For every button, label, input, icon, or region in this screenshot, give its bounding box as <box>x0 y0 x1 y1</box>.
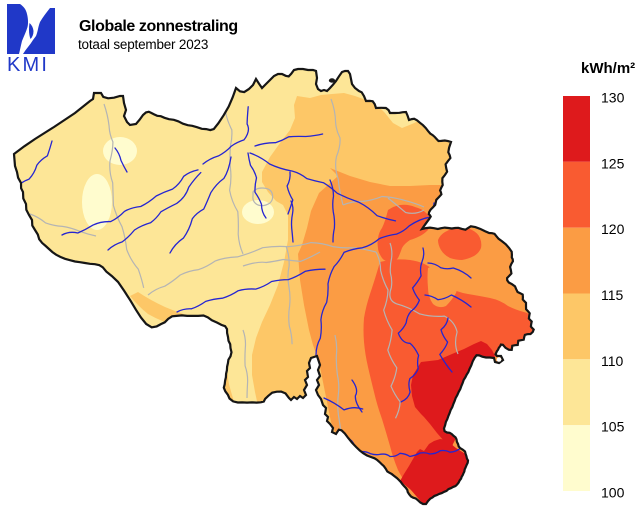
svg-text:115: 115 <box>601 287 624 303</box>
svg-text:120: 120 <box>601 221 625 237</box>
svg-text:105: 105 <box>601 419 625 435</box>
svg-text:kWh/m²: kWh/m² <box>581 60 635 77</box>
svg-text:KMI: KMI <box>7 54 49 76</box>
svg-text:totaal september 2023: totaal september 2023 <box>78 37 208 52</box>
svg-text:100: 100 <box>601 485 625 501</box>
svg-text:110: 110 <box>601 353 624 369</box>
svg-text:Globale zonnestraling: Globale zonnestraling <box>79 18 238 35</box>
svg-text:130: 130 <box>601 90 625 106</box>
svg-text:125: 125 <box>601 155 625 171</box>
